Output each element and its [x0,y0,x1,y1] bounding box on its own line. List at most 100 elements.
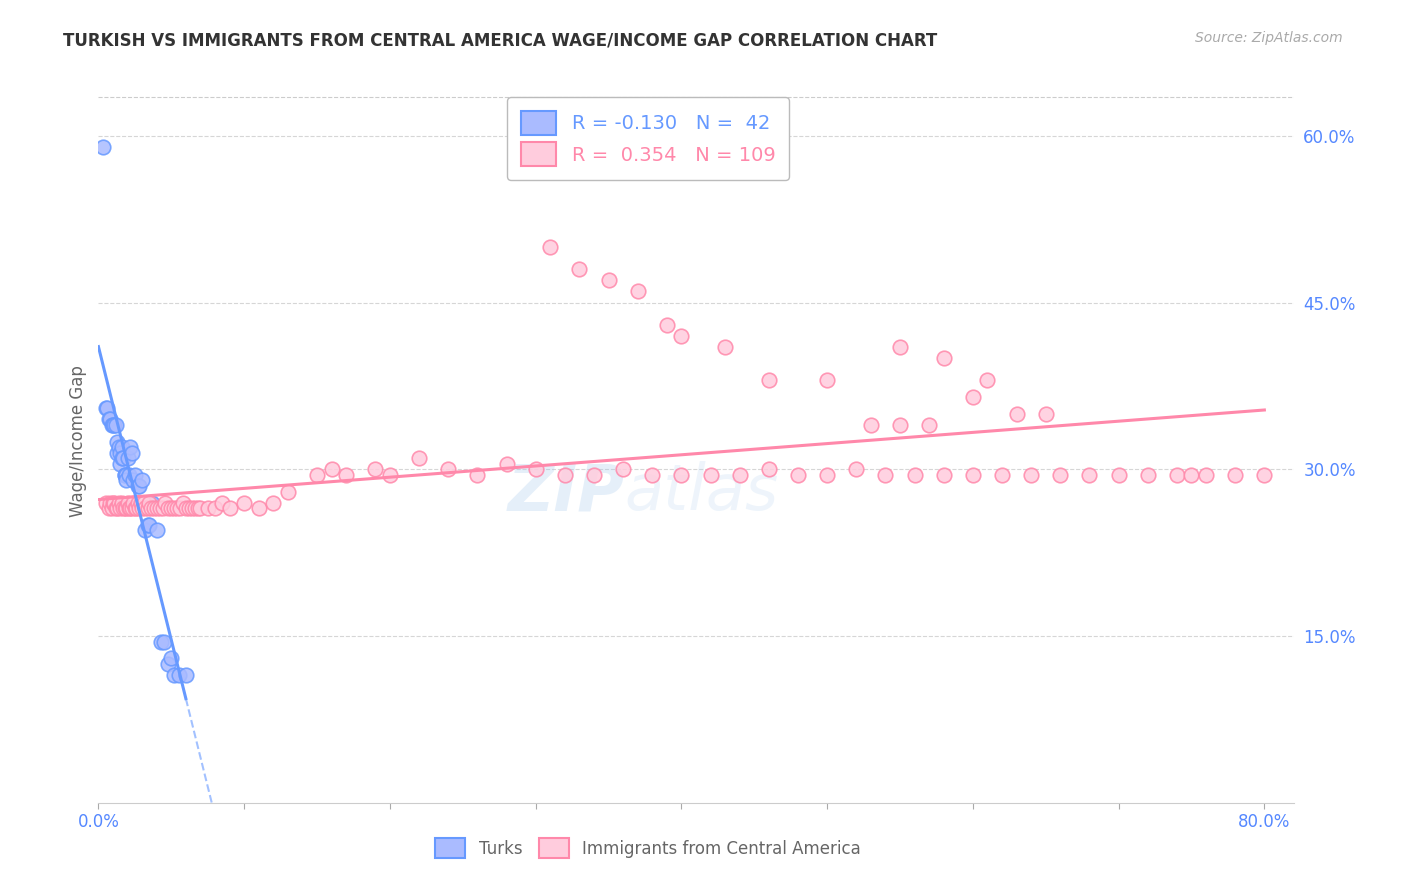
Point [875,467,897,482]
Point [150,634,173,648]
Point [155,496,177,510]
Point [641,467,664,482]
Point [177,501,200,516]
Point [167,668,190,682]
Point [112,501,135,516]
Point [139,501,162,516]
Point [1019,467,1042,482]
Point [845,462,868,476]
Point [1166,467,1188,482]
Point [120,440,142,454]
Point [204,501,226,516]
Point [145,501,167,516]
Point [128,479,150,493]
Point [859,417,882,432]
Point [190,501,212,516]
Point [1195,467,1218,482]
Point [100,501,122,516]
Point [305,467,328,482]
Point [138,496,160,510]
Point [1108,467,1130,482]
Point [1005,407,1028,421]
Point [141,496,163,510]
Point [131,474,153,488]
Point [131,501,153,516]
Point [153,634,176,648]
Point [114,501,136,516]
Point [180,501,202,516]
Point [111,496,134,510]
Point [105,445,128,459]
Point [118,501,141,516]
Point [132,496,155,510]
Point [186,501,208,516]
Point [172,496,194,510]
Point [903,467,925,482]
Point [110,501,132,516]
Point [134,501,156,516]
Point [582,467,605,482]
Point [97,412,120,426]
Point [97,501,120,516]
Point [233,496,256,510]
Point [115,501,138,516]
Point [157,657,180,671]
Point [115,474,138,488]
Point [108,440,131,454]
Point [1253,467,1275,482]
Point [1035,407,1057,421]
Point [105,501,128,516]
Point [889,340,911,354]
Point [127,496,149,510]
Point [378,467,401,482]
Point [495,457,517,471]
Point [991,467,1014,482]
Point [127,479,149,493]
Point [962,390,984,404]
Point [918,417,941,432]
Point [125,501,148,516]
Point [100,417,122,432]
Point [94,401,117,416]
Point [932,467,955,482]
Point [166,501,188,516]
Legend: Turks, Immigrants from Central America: Turks, Immigrants from Central America [427,830,869,867]
Point [98,412,121,426]
Point [138,517,160,532]
Point [101,417,124,432]
Point [103,496,125,510]
Point [787,467,810,482]
Point [655,318,678,332]
Point [699,467,721,482]
Point [183,501,205,516]
Point [145,524,167,538]
Point [568,262,591,277]
Point [408,451,430,466]
Point [169,501,191,516]
Point [627,285,650,299]
Point [277,484,299,499]
Point [121,501,143,516]
Point [114,467,136,482]
Point [121,445,143,459]
Point [728,467,751,482]
Point [117,451,139,466]
Point [1225,467,1247,482]
Point [152,501,174,516]
Point [134,524,156,538]
Point [115,467,138,482]
Point [174,668,197,682]
Point [104,501,127,516]
Point [538,240,561,254]
Point [524,462,547,476]
Point [120,501,142,516]
Text: atlas: atlas [624,461,779,523]
Point [321,462,343,476]
Point [1136,467,1159,482]
Point [962,467,984,482]
Point [163,501,186,516]
Point [114,467,136,482]
Point [671,329,693,343]
Point [714,340,737,354]
Point [103,417,125,432]
